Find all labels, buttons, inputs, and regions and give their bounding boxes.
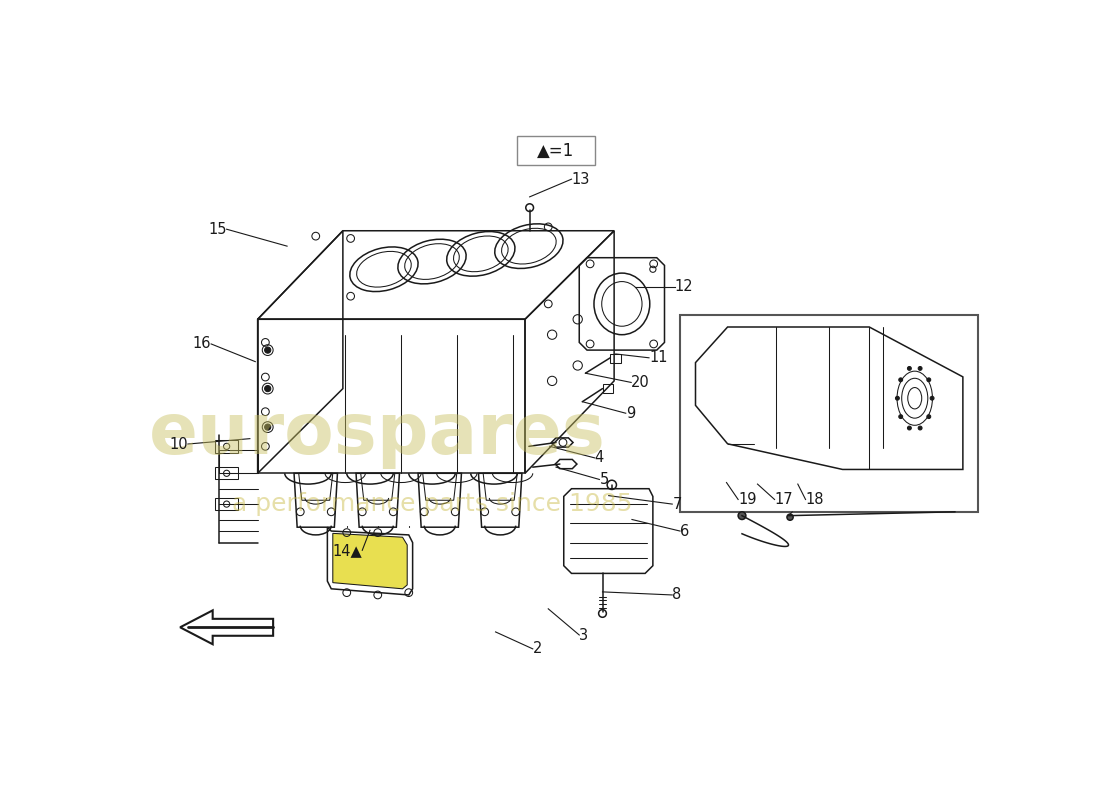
Text: 11: 11 <box>649 350 668 366</box>
Text: ▲=1: ▲=1 <box>538 142 574 160</box>
Circle shape <box>908 426 911 430</box>
Circle shape <box>899 414 903 418</box>
Circle shape <box>265 424 271 430</box>
Circle shape <box>927 414 931 418</box>
Text: 12: 12 <box>674 279 693 294</box>
Polygon shape <box>333 534 407 589</box>
Circle shape <box>265 347 271 353</box>
Circle shape <box>786 514 793 520</box>
Text: 7: 7 <box>672 497 682 512</box>
Text: 5: 5 <box>600 472 608 487</box>
Circle shape <box>899 378 903 382</box>
Text: 18: 18 <box>805 492 824 507</box>
Text: 3: 3 <box>580 627 588 642</box>
Text: 4: 4 <box>595 450 604 466</box>
Circle shape <box>927 378 931 382</box>
Text: 16: 16 <box>192 337 211 351</box>
Text: 14▲: 14▲ <box>332 542 362 558</box>
Text: 13: 13 <box>572 172 590 186</box>
Text: 2: 2 <box>532 642 542 656</box>
Circle shape <box>738 512 746 519</box>
Circle shape <box>895 396 900 400</box>
Text: 10: 10 <box>169 437 188 451</box>
Text: 8: 8 <box>672 587 682 602</box>
Text: 9: 9 <box>626 406 635 421</box>
Text: eurospares: eurospares <box>150 400 606 470</box>
Text: a performance parts since 1985: a performance parts since 1985 <box>232 492 632 516</box>
Circle shape <box>265 386 271 392</box>
Text: 17: 17 <box>774 492 793 507</box>
Circle shape <box>918 366 922 370</box>
Circle shape <box>918 426 922 430</box>
FancyArrow shape <box>180 610 273 644</box>
Circle shape <box>931 396 934 400</box>
Text: 6: 6 <box>680 523 690 538</box>
Circle shape <box>908 366 911 370</box>
Text: 20: 20 <box>631 375 650 390</box>
Text: 15: 15 <box>208 222 227 237</box>
Text: 19: 19 <box>738 492 757 507</box>
